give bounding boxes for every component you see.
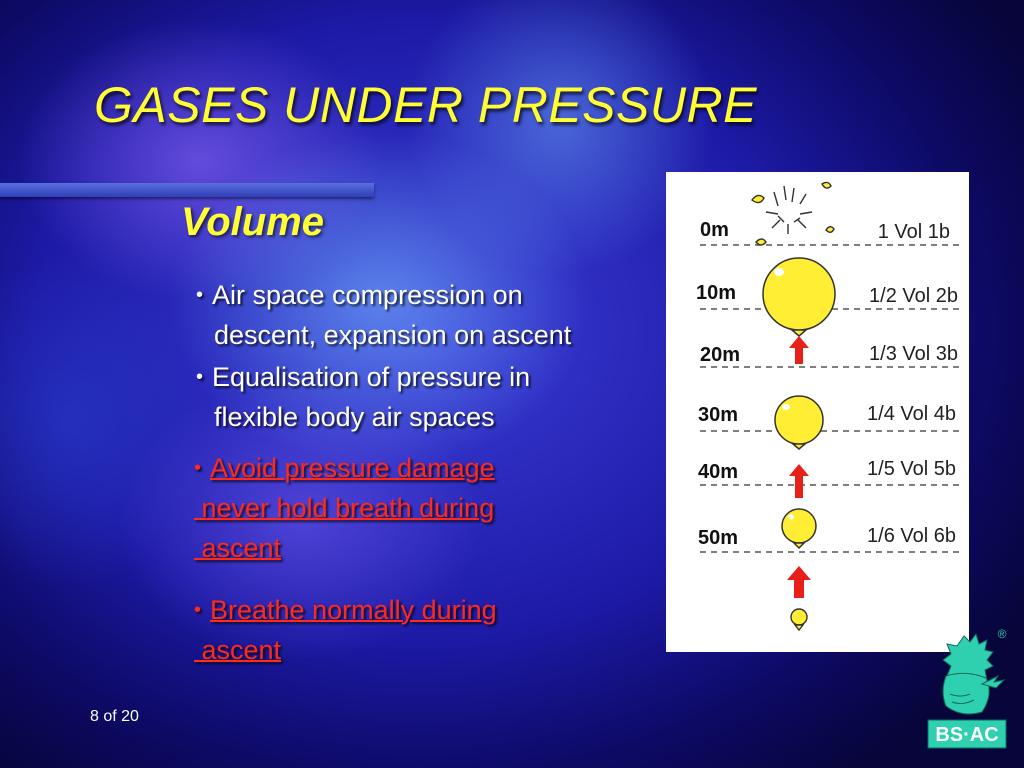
- depth-label: 0m: [700, 219, 729, 241]
- bullet-text-line: Air space compression on: [212, 280, 523, 310]
- burst-balloon-icon: [751, 181, 835, 246]
- slide-title: GASES UNDER PRESSURE: [94, 77, 757, 133]
- bullet-text-line: flexible body air spaces: [214, 402, 495, 432]
- balloon-icon: [781, 508, 817, 550]
- volume-label: 1/4 Vol 4b: [867, 403, 956, 425]
- bullet-glyph: •: [196, 366, 204, 388]
- bullet-glyph: •: [194, 457, 202, 479]
- volume-label: 1/5 Vol 5b: [867, 458, 956, 480]
- bullet-equalisation: • Equalisation of pressure in flexible bo…: [196, 357, 530, 437]
- pressure-volume-diagram: 0m 10m 20m 30m 40m 50m 1 Vol 1b 1/2 Vol …: [666, 172, 969, 652]
- up-arrow-icon: [789, 336, 809, 364]
- depth-label: 20m: [700, 344, 740, 366]
- title-divider: [0, 183, 374, 197]
- bullet-text-line: descent, expansion on ascent: [214, 320, 572, 350]
- depth-label: 30m: [698, 404, 738, 426]
- registered-mark: ®: [998, 627, 1007, 641]
- volume-label: 1 Vol 1b: [878, 221, 950, 243]
- slide-subtitle: Volume: [181, 200, 324, 244]
- bullet-text-line: never hold breath during: [194, 493, 495, 523]
- page-indicator: 8 of 20: [90, 708, 139, 725]
- bullet-text-line: ascent: [194, 635, 282, 665]
- bullet-text-line: ascent: [194, 533, 282, 563]
- balloon-icon: [762, 257, 836, 337]
- balloon-icon: [790, 608, 808, 632]
- volume-label: 1/2 Vol 2b: [869, 285, 958, 307]
- volume-label: 1/6 Vol 6b: [867, 525, 956, 547]
- depth-label: 10m: [696, 282, 736, 304]
- bsac-logo: ® BS·AC: [927, 627, 1007, 749]
- logo-text: BS·AC: [935, 724, 998, 746]
- bullet-breathe-normally: • Breathe normally during ascent: [194, 590, 497, 670]
- up-arrow-icon: [787, 566, 811, 598]
- bullet-text-line: Breathe normally during: [210, 595, 497, 625]
- balloon-icon: [774, 395, 824, 450]
- bullet-glyph: •: [194, 599, 202, 621]
- up-arrow-icon: [789, 464, 809, 498]
- bullet-text-line: Avoid pressure damage: [210, 453, 495, 483]
- volume-label: 1/3 Vol 3b: [869, 343, 958, 365]
- bullet-glyph: •: [196, 284, 204, 306]
- bullet-compression: • Air space compression on descent, expan…: [196, 275, 571, 355]
- bullet-text-line: Equalisation of pressure in: [212, 362, 531, 392]
- bullet-avoid-damage: • Avoid pressure damage never hold breath…: [194, 448, 495, 568]
- depth-label: 40m: [698, 461, 738, 483]
- depth-label: 50m: [698, 527, 738, 549]
